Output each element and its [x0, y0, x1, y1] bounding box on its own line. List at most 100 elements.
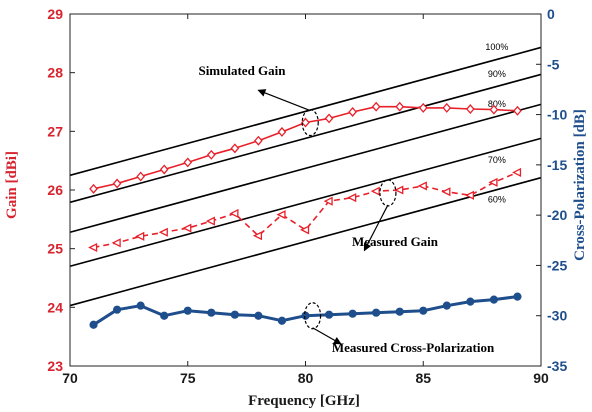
series-line-2	[92, 295, 518, 327]
annotation-label: Measured Cross-Polarization	[332, 340, 495, 355]
measured-gain-point	[417, 181, 427, 191]
xpol-point	[136, 301, 145, 310]
simulated-gain-point	[254, 135, 263, 146]
efficiency-line	[69, 176, 542, 307]
simulated-gain-point	[371, 101, 381, 112]
efficiency-line	[69, 103, 542, 234]
simulated-gain-point	[395, 101, 405, 112]
measured-gain-point	[182, 223, 192, 233]
measured-gain-point	[488, 177, 498, 187]
xpol-point	[324, 310, 334, 319]
series-line-1	[93, 171, 518, 249]
xpol-point	[301, 311, 310, 320]
y-right-tick-label: -20	[547, 207, 567, 223]
simulated-gain-point	[348, 106, 357, 117]
measured-gain-point	[88, 242, 98, 253]
efficiency-line-label: 90%	[488, 69, 506, 79]
y-right-tick-label: -10	[547, 107, 567, 123]
efficiency-line	[69, 73, 542, 204]
efficiency-line-label: 60%	[488, 194, 506, 204]
xpol-point	[254, 311, 263, 320]
x-tick-label: 70	[62, 370, 78, 386]
measured-gain-point	[394, 185, 404, 195]
xpol-point	[207, 308, 216, 317]
y-left-tick-label: 25	[47, 241, 63, 257]
simulated-gain-point	[183, 157, 193, 168]
annotation-arrow	[257, 89, 311, 112]
measured-gain-point	[511, 167, 522, 177]
annotation-arrow	[312, 327, 342, 345]
y-left-tick-label: 27	[47, 123, 63, 139]
measured-gain-point	[205, 216, 215, 226]
y-left-tick-label: 24	[47, 299, 63, 315]
simulated-gain-point	[89, 183, 98, 194]
simulated-gain-point	[301, 117, 310, 128]
y-axis-left-label: Gain [dBi]	[4, 151, 20, 219]
y-axis-right-label: Cross-Polarization [dB]	[572, 109, 588, 261]
measured-gain-point	[252, 231, 263, 241]
measured-gain-point	[347, 193, 357, 203]
measured-gain-point	[441, 187, 451, 197]
simulated-gain-point	[489, 104, 499, 115]
efficiency-line-label: 100%	[485, 42, 508, 52]
xpol-point	[89, 320, 98, 329]
xpol-point	[489, 295, 498, 304]
simulated-gain-point	[112, 178, 122, 189]
y-left-tick-label: 26	[47, 182, 63, 198]
xpol-point	[372, 308, 381, 317]
annotation-ellipse	[303, 302, 322, 330]
annotation-label: Measured Gain	[352, 234, 439, 249]
simulated-gain-point	[206, 149, 216, 160]
xpol-point	[277, 316, 287, 325]
x-tick-label: 75	[180, 370, 196, 386]
x-tick-label: 85	[415, 370, 431, 386]
measured-gain-point	[464, 190, 475, 200]
measured-gain-point	[135, 231, 145, 241]
y-right-tick-label: -25	[547, 257, 567, 273]
simulated-gain-point	[324, 113, 334, 124]
xpol-point	[442, 301, 451, 310]
simulated-gain-point	[230, 143, 240, 154]
measured-gain-point	[276, 210, 286, 220]
xpol-point	[183, 306, 192, 315]
measured-gain-point	[111, 238, 121, 248]
annotation-label: Simulated Gain	[198, 63, 286, 78]
efficiency-line	[69, 137, 542, 268]
y-right-tick-label: -15	[547, 157, 567, 173]
y-left-tick-label: 23	[47, 358, 63, 374]
xpol-point	[395, 307, 404, 316]
simulated-gain-point	[159, 164, 169, 175]
xpol-point	[160, 311, 169, 320]
simulated-gain-point	[136, 171, 146, 182]
x-tick-label: 90	[533, 370, 549, 386]
xpol-point	[513, 292, 522, 301]
y-left-tick-label: 28	[47, 65, 63, 81]
efficiency-line	[69, 46, 542, 177]
x-tick-label: 80	[298, 370, 314, 386]
y-right-tick-label: 0	[547, 6, 555, 22]
y-right-tick-label: -5	[547, 56, 560, 72]
y-left-tick-label: 29	[47, 6, 63, 22]
efficiency-line-label: 70%	[488, 155, 506, 165]
simulated-gain-point	[442, 102, 452, 113]
xpol-point	[230, 310, 239, 319]
xpol-point	[113, 305, 122, 314]
measured-gain-point	[158, 227, 168, 237]
xpol-point	[419, 306, 428, 315]
xpol-point	[348, 309, 357, 318]
simulated-gain-point	[465, 104, 475, 115]
xpol-point	[466, 297, 475, 306]
simulated-gain-point	[418, 102, 428, 113]
efficiency-line-label: 80%	[488, 99, 506, 109]
annotation-ellipse	[301, 108, 319, 137]
simulated-gain-point	[277, 126, 287, 137]
simulated-gain-point	[513, 105, 522, 116]
measured-gain-point	[370, 186, 380, 196]
measured-gain-point	[323, 196, 333, 206]
measured-gain-point	[300, 225, 310, 235]
annotation-ellipse	[379, 179, 397, 207]
y-right-tick-label: -30	[547, 308, 567, 324]
y-right-tick-label: -35	[547, 358, 567, 374]
x-axis-label: Frequency [GHz]	[248, 393, 360, 409]
